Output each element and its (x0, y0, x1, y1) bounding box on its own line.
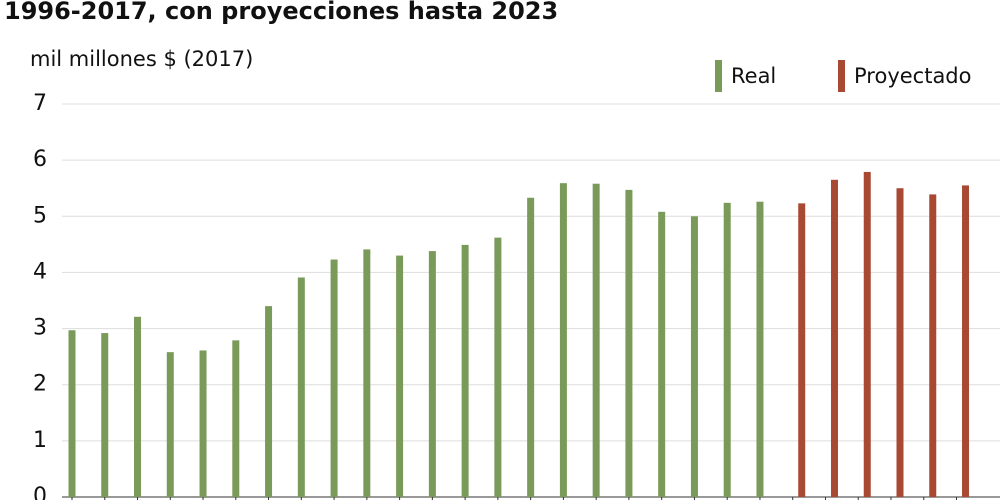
bar (863, 171, 871, 497)
bar (363, 249, 371, 497)
chart-title: 1996-2017, con proyecciones hasta 2023 (4, 0, 558, 25)
bar (756, 201, 764, 497)
bar (134, 316, 142, 497)
bar (723, 202, 731, 497)
legend-label: Proyectado (854, 64, 972, 88)
bar (625, 189, 633, 498)
legend-swatch (838, 60, 845, 92)
bar (690, 216, 698, 498)
bar (265, 306, 273, 497)
legend-swatch (715, 60, 722, 92)
bar (527, 197, 535, 497)
chart-subtitle: mil millones $ (2017) (30, 47, 253, 71)
bar (962, 185, 970, 497)
legend-label: Real (731, 64, 776, 88)
y-tick-label: 6 (33, 147, 47, 172)
bar (101, 333, 109, 497)
y-tick-label: 1 (33, 428, 47, 453)
bar (166, 352, 174, 497)
bar (297, 277, 305, 497)
bar (330, 259, 338, 497)
y-tick-label: 4 (33, 259, 47, 284)
bar (494, 237, 502, 497)
bar (428, 251, 436, 497)
bar (396, 255, 404, 497)
bar (830, 179, 838, 498)
bar (929, 194, 937, 497)
y-tick-label: 5 (33, 203, 47, 228)
bar (896, 188, 904, 497)
bar (461, 244, 469, 497)
bar (658, 211, 666, 497)
y-tick-label: 2 (33, 372, 47, 397)
y-tick-label: 7 (33, 91, 47, 116)
bar (68, 330, 76, 497)
bar (592, 183, 600, 498)
y-tick-label: 3 (33, 316, 47, 341)
bar (232, 340, 240, 497)
bar (559, 183, 567, 497)
bar (798, 203, 806, 497)
bar (199, 350, 207, 497)
y-tick-label: 0 (33, 484, 47, 500)
